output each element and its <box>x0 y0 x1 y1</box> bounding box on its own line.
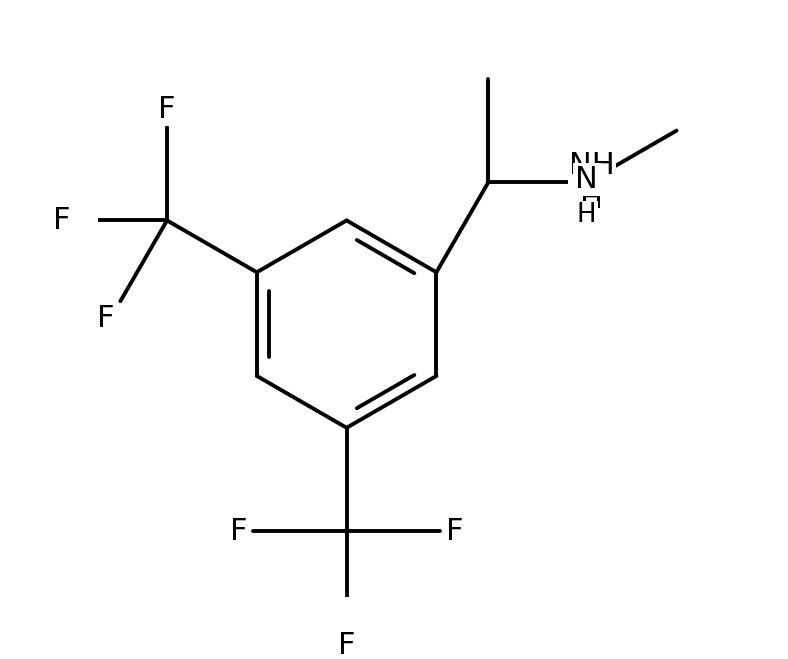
Text: F: F <box>230 517 247 546</box>
Text: N: N <box>575 165 598 194</box>
Text: F: F <box>338 631 355 659</box>
Text: H: H <box>577 202 597 228</box>
Text: F: F <box>97 304 114 333</box>
Text: F: F <box>446 517 463 546</box>
Text: F: F <box>158 95 176 124</box>
Text: F: F <box>54 206 71 235</box>
Text: NH
H: NH H <box>569 151 615 214</box>
